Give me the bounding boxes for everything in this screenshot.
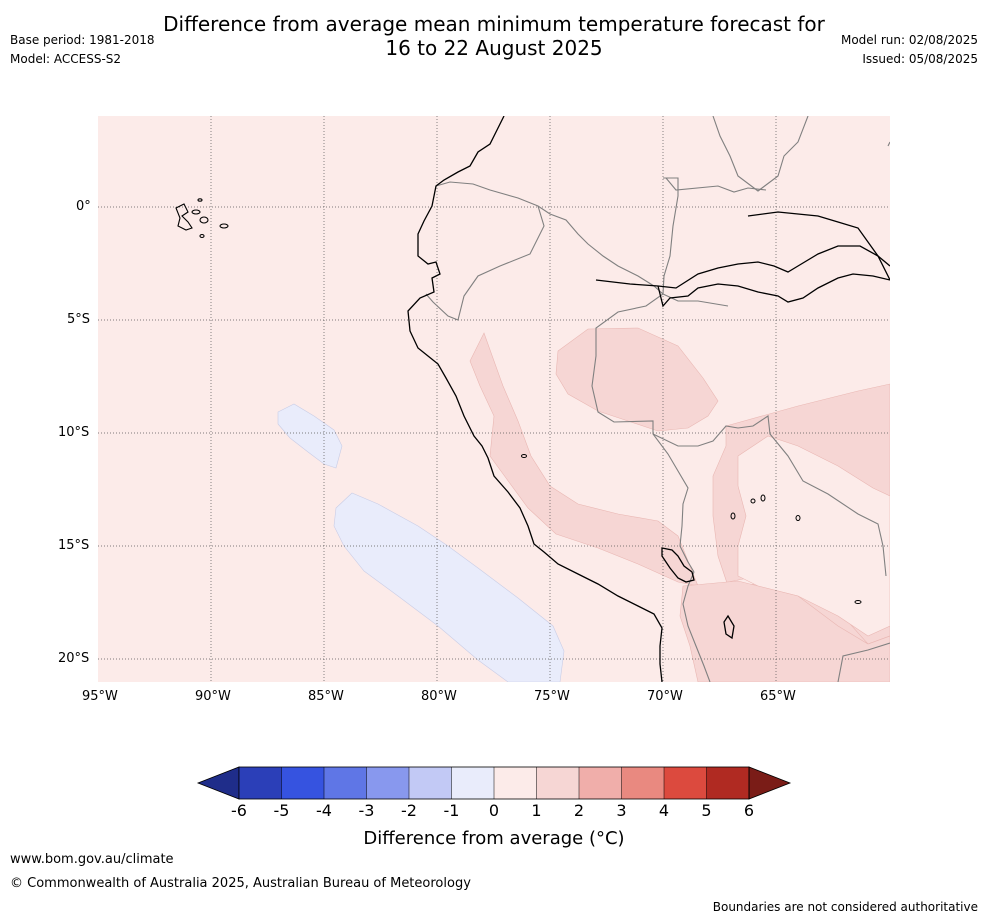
- colorbar-tick: 2: [573, 801, 585, 820]
- colorbar-tick: 4: [658, 801, 670, 820]
- lat-label-20s: 20°S: [58, 651, 90, 666]
- page-title: Difference from average mean minimum tem…: [0, 12, 988, 60]
- colorbar-segment-9: [579, 767, 622, 799]
- colorbar-segment-8: [536, 767, 579, 799]
- colorbar: [196, 766, 792, 800]
- colorbar-tick: 0: [488, 801, 500, 820]
- lon-label-80w: 80°W: [421, 689, 457, 704]
- title-line-2: 16 to 22 August 2025: [385, 36, 603, 60]
- inland-lakes: [521, 454, 862, 604]
- colorbar-segment-10: [621, 767, 664, 799]
- colorbar-segment-5: [409, 767, 452, 799]
- colorbar-segment-3: [324, 767, 367, 799]
- colorbar-segment-7: [494, 767, 537, 799]
- graticule: [98, 116, 890, 682]
- website-link[interactable]: www.bom.gov.au/climate: [10, 852, 174, 867]
- colorbar-tick: -2: [401, 801, 417, 820]
- colorbar-dividers: [281, 767, 707, 799]
- lat-label-10s: 10°S: [58, 425, 90, 440]
- colorbar-segment-6: [451, 767, 494, 799]
- lon-label-85w: 85°W: [308, 689, 344, 704]
- colorbar-low-extend: [196, 766, 240, 800]
- colorbar-tick: 1: [531, 801, 542, 820]
- lon-label-75w: 75°W: [534, 689, 570, 704]
- colorbar-segment-1: [239, 767, 282, 799]
- model-name: Model: ACCESS-S2: [10, 52, 122, 66]
- colorbar-tick: -5: [273, 801, 290, 820]
- colorbar-tick: -1: [443, 801, 460, 820]
- colorbar-tick: -4: [316, 801, 332, 820]
- lat-label-5s: 5°S: [67, 312, 91, 327]
- colorbar-tick: 3: [616, 801, 627, 820]
- lon-label-65w: 65°W: [760, 689, 796, 704]
- lon-label-90w: 90°W: [195, 689, 231, 704]
- boundaries-disclaimer: Boundaries are not considered authoritat…: [712, 900, 978, 914]
- title-line-1: Difference from average mean minimum tem…: [163, 12, 825, 36]
- galapagos-islands: [175, 198, 229, 239]
- colorbar-tick: -3: [358, 801, 375, 820]
- colorbar-tick: 5: [701, 801, 712, 820]
- colorbar-segment-4: [366, 767, 409, 799]
- copyright-notice: © Commonwealth of Australia 2025, Austra…: [10, 876, 471, 891]
- colorbar-tick: -6: [231, 801, 247, 820]
- cool-region-north: [277, 403, 343, 469]
- lon-label-95w: 95°W: [82, 689, 118, 704]
- colorbar-high-extend: [748, 766, 792, 800]
- coastlines: [407, 116, 890, 682]
- warm-region-south: [679, 580, 890, 682]
- base-period: Base period: 1981-2018: [10, 33, 155, 47]
- issued-date: Issued: 05/08/2025: [862, 52, 978, 66]
- colorbar-segment-11: [664, 767, 707, 799]
- colorbar-segment-12: [706, 767, 749, 799]
- country-borders: [425, 116, 890, 682]
- cool-region-south: [333, 492, 565, 682]
- colorbar-label: Difference from average (°C): [363, 828, 625, 849]
- colorbar-segment-2: [281, 767, 324, 799]
- lat-label-0: 0°: [76, 199, 91, 214]
- lon-label-70w: 70°W: [647, 689, 683, 704]
- colorbar-tick: 6: [743, 801, 755, 820]
- lat-label-15s: 15°S: [58, 538, 90, 553]
- forecast-map: [98, 116, 890, 682]
- model-run: Model run: 02/08/2025: [840, 33, 978, 47]
